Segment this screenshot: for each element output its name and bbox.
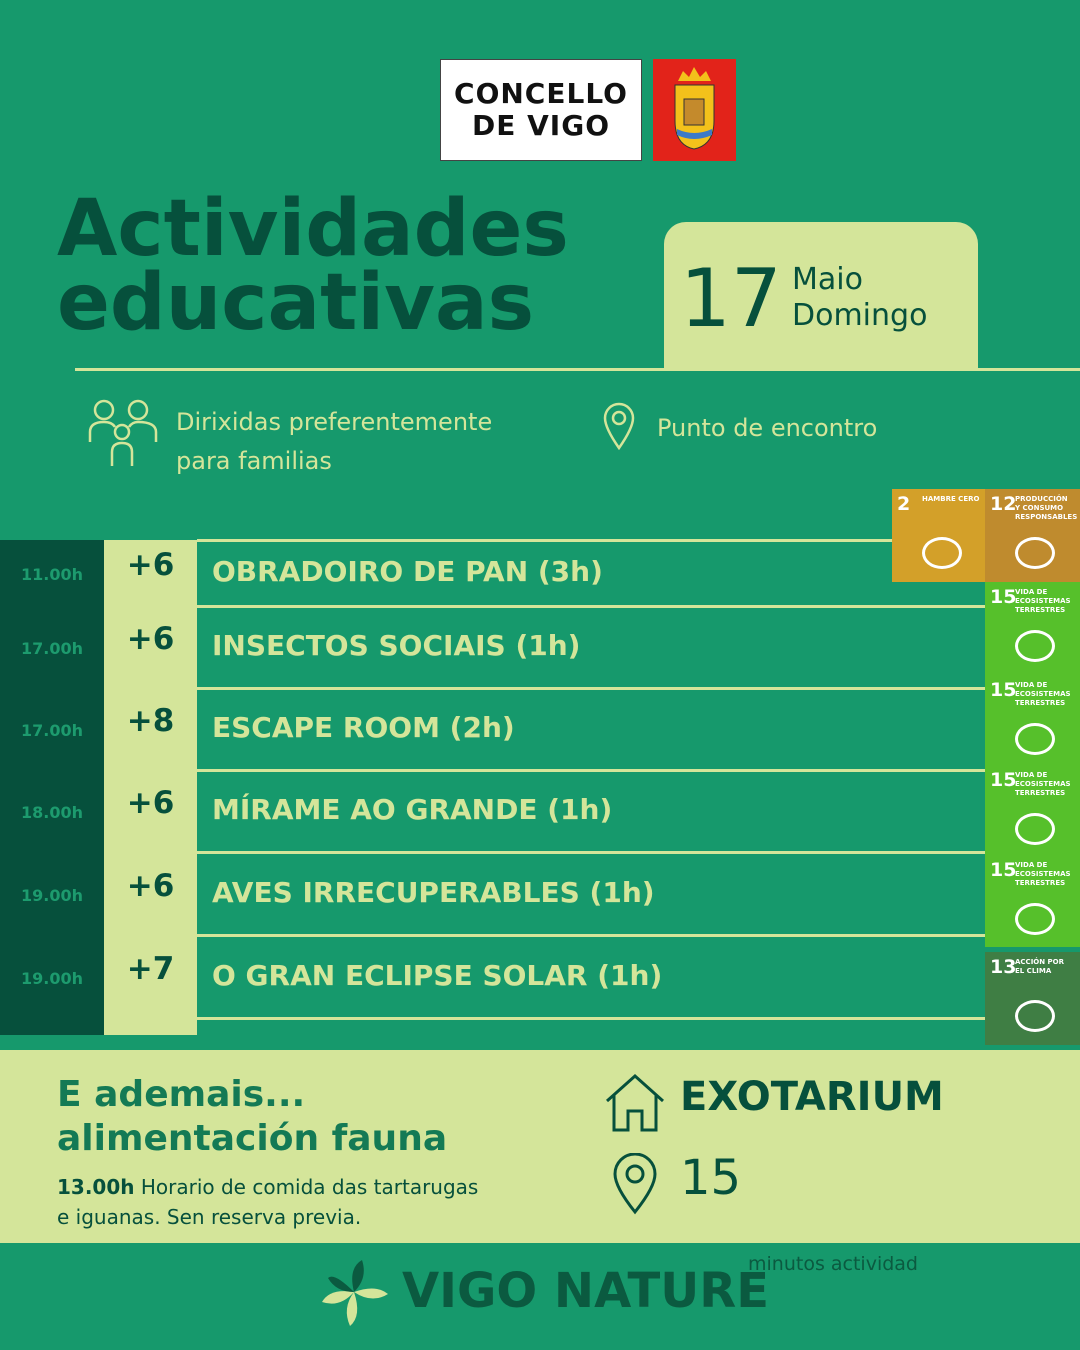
row-line xyxy=(197,769,985,772)
audience: Dirixidas preferentemente para familias xyxy=(176,408,493,475)
sdg-symbol xyxy=(1015,903,1055,935)
logo-text: CONCELLO xyxy=(454,77,628,110)
sdg-number: 12 xyxy=(990,493,1017,515)
sdg-tile: 15 VIDA DE ECOSISTEMAS TERRESTRES xyxy=(985,765,1080,855)
meeting: Punto de encontro xyxy=(657,414,878,442)
divider xyxy=(75,368,1080,371)
sdg-symbol xyxy=(1015,1000,1055,1032)
time: 19.00h xyxy=(21,885,83,905)
sdg-label: VIDA DE ECOSISTEMAS TERRESTRES xyxy=(1015,861,1071,887)
date-weekday: Domingo xyxy=(792,298,928,333)
sdg-label: HAMBRE CERO xyxy=(922,495,980,503)
row-line xyxy=(197,539,985,542)
title: Actividades educativas xyxy=(57,184,569,348)
age-column xyxy=(104,540,197,1035)
sdg-tile: 15 VIDA DE ECOSISTEMAS TERRESTRES xyxy=(985,582,1080,675)
row-line xyxy=(197,851,985,854)
logo-box: CONCELLO DE VIGO xyxy=(440,59,642,161)
date-text: Maio Domingo xyxy=(792,262,927,334)
age: +6 xyxy=(126,785,175,821)
sdg-tile: 13 ACCIÓN POR EL CLIMA xyxy=(985,952,1080,1045)
sdg-number: 13 xyxy=(990,956,1017,978)
row-line xyxy=(197,934,985,937)
pin-icon xyxy=(613,1153,657,1215)
activity: OBRADOIRO DE PAN (3h) xyxy=(212,555,603,588)
time: 11.00h xyxy=(21,565,83,584)
sdg-symbol xyxy=(922,537,962,569)
sdg-label: VIDA DE ECOSISTEMAS TERRESTRES xyxy=(1015,771,1071,797)
extra-text: 13.00h Horario de comida das tartarugas … xyxy=(57,1172,487,1232)
time: 19.00h xyxy=(21,968,83,988)
note: minutos actividad xyxy=(748,1253,918,1275)
extra-time: 13.00h xyxy=(57,1175,135,1199)
brand-logo xyxy=(322,1260,388,1326)
extra-band xyxy=(0,1050,1080,1243)
sdg-label: VIDA DE ECOSISTEMAS TERRESTRES xyxy=(1015,588,1071,614)
title-line: Actividades xyxy=(57,184,569,274)
activity: O GRAN ECLIPSE SOLAR (1h) xyxy=(212,958,663,992)
sdg-number: 2 xyxy=(897,493,911,515)
extra-heading-line: alimentación fauna xyxy=(57,1118,448,1159)
time-column xyxy=(0,540,104,1035)
sdg-label: PRODUCCIÓN Y CONSUMO RESPONSABLES xyxy=(1015,495,1078,521)
sdg-number: 15 xyxy=(990,859,1017,881)
crest xyxy=(653,59,736,161)
title-line: educativas xyxy=(57,258,535,348)
time: 18.00h xyxy=(21,803,83,822)
sdg-label: VIDA DE ECOSISTEMAS TERRESTRES xyxy=(1015,681,1071,707)
date-box xyxy=(664,222,978,370)
sdg-number: 15 xyxy=(990,769,1017,791)
logo-text: DE VIGO xyxy=(472,109,610,142)
time: 17.00h xyxy=(21,639,83,658)
sdg-symbol xyxy=(1015,723,1055,755)
sdg-number: 15 xyxy=(990,586,1017,608)
row-line xyxy=(197,605,985,608)
age: +6 xyxy=(126,621,175,657)
time: 17.00h xyxy=(21,721,83,740)
brand: VIGO NATURE xyxy=(402,1263,769,1319)
date-day: 17 xyxy=(680,252,782,345)
activity: ESCAPE ROOM (2h) xyxy=(212,711,515,744)
sdg-tile: 15 VIDA DE ECOSISTEMAS TERRESTRES xyxy=(985,855,1080,947)
sdg-tile: 15 VIDA DE ECOSISTEMAS TERRESTRES xyxy=(985,675,1080,765)
sdg-label: ACCIÓN POR EL CLIMA xyxy=(1015,958,1065,975)
activity: INSECTOS SOCIAIS (1h) xyxy=(212,629,581,662)
sdg-symbol xyxy=(1015,630,1055,662)
pin-icon xyxy=(603,402,635,450)
sdg-tile: 12 PRODUCCIÓN Y CONSUMO RESPONSABLES xyxy=(985,489,1080,582)
activity: AVES IRRECUPERABLES (1h) xyxy=(212,875,655,909)
meeting-point: 15 xyxy=(680,1150,742,1206)
extra-description: Horario de comida das tartarugas e iguan… xyxy=(57,1175,479,1229)
place: EXOTARIUM xyxy=(680,1074,944,1120)
sdg-symbol xyxy=(1015,813,1055,845)
sdg-tile: 2 HAMBRE CERO xyxy=(892,489,985,582)
extra-heading: E ademais... alimentación fauna xyxy=(57,1073,447,1161)
date-month: Maio xyxy=(792,262,863,297)
row-line xyxy=(197,1017,985,1020)
sdg-number: 15 xyxy=(990,679,1017,701)
row-line xyxy=(197,687,985,690)
activity: MÍRAME AO GRANDE (1h) xyxy=(212,793,613,826)
age: +6 xyxy=(126,867,175,904)
age: +8 xyxy=(126,703,175,739)
sdg-symbol xyxy=(1015,537,1055,569)
age: +7 xyxy=(126,950,175,987)
family-icon xyxy=(88,399,158,466)
house-icon xyxy=(606,1073,664,1132)
age: +6 xyxy=(126,547,175,583)
extra-heading-line: E ademais... xyxy=(57,1074,306,1115)
